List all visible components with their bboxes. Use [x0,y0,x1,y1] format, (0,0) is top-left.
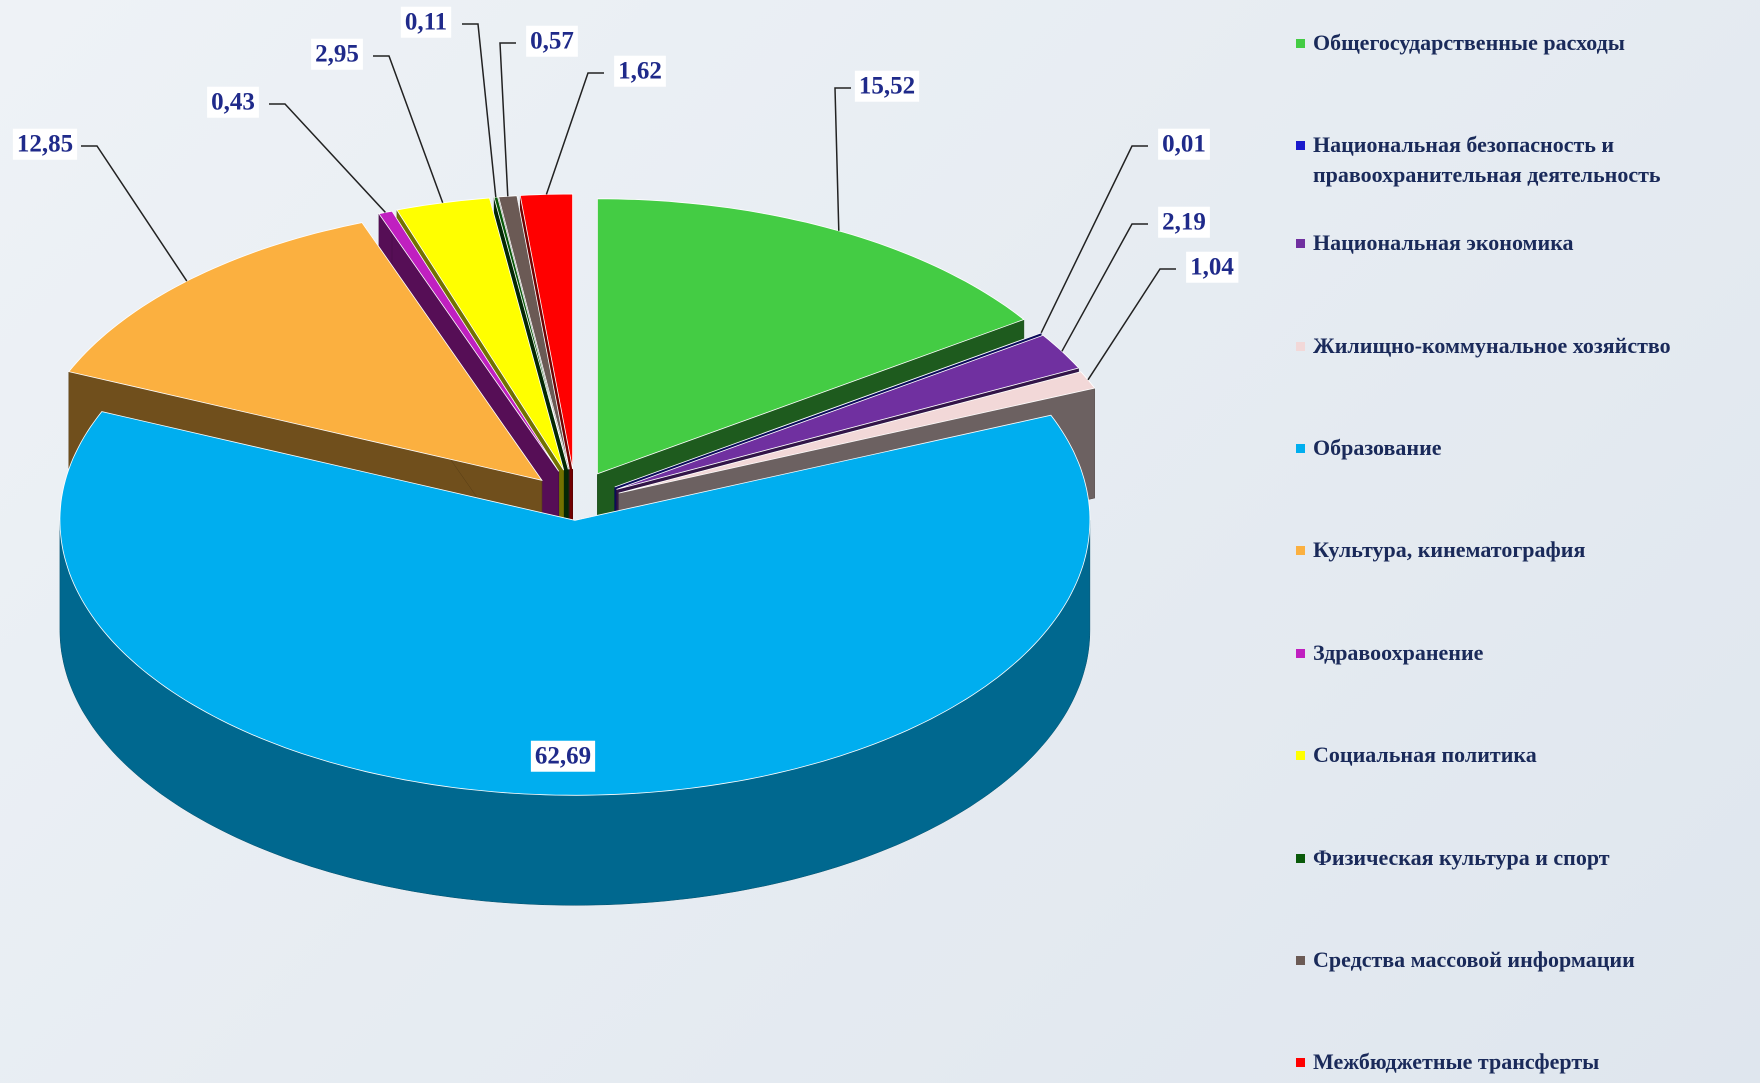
legend-swatch [1296,39,1305,48]
legend-swatch [1296,444,1305,453]
slice [616,334,1080,490]
value-label-bg [400,6,452,38]
legend-label: Социальная политика [1313,742,1537,767]
value-label: 2,95 [315,41,359,68]
slice [59,411,1091,796]
slice [68,222,543,481]
legend-label: Физическая культура и спорт [1313,845,1610,870]
legend-item: Национальная безопасность и правоохранит… [1296,130,1756,190]
legend-item: Образование [1296,433,1756,463]
legend-item: Культура, кинематография [1296,535,1756,565]
legend-swatch [1296,854,1305,863]
value-label: 0,43 [211,89,255,116]
leader-line [269,103,386,213]
value-label-bg [530,740,596,772]
value-label: 1,62 [618,58,662,85]
legend-item: Средства массовой информации [1296,945,1756,975]
leader-line [1040,145,1148,334]
value-label: 1,04 [1190,254,1234,281]
legend-swatch [1296,649,1305,658]
legend-swatch [1296,546,1305,555]
leader-line [1087,268,1176,381]
legend-swatch [1296,1058,1305,1067]
value-label: 2,19 [1162,209,1206,236]
value-label-bg [311,38,363,70]
value-label: 12,85 [17,131,73,158]
legend-label: Национальная безопасность и правоохранит… [1313,132,1661,187]
legend-item: Физическая культура и спорт [1296,843,1756,873]
leader-line [373,55,444,204]
leader-line [81,145,188,282]
legend-label: Здравоохранение [1313,640,1484,665]
legend-label: Культура, кинематография [1313,537,1586,562]
leader-line [545,72,604,195]
legend-item: Социальная политика [1296,740,1756,770]
legend-swatch [1296,141,1305,150]
value-label: 15,52 [859,73,915,100]
legend-label: Образование [1313,435,1442,460]
legend-label: Национальная экономика [1313,230,1574,255]
legend-label: Общегосударственные расходы [1313,30,1625,55]
legend-swatch [1296,956,1305,965]
legend-swatch [1296,239,1305,248]
leader-line [834,87,851,231]
legend-label: Жилищно-коммунальное хозяйство [1313,333,1671,358]
legend-swatch [1296,751,1305,760]
legend-item: Общегосударственные расходы [1296,28,1756,58]
value-label-bg [1186,251,1239,283]
legend-item: Жилищно-коммунальное хозяйство [1296,331,1756,361]
leader-line [499,42,516,197]
value-label-bg [12,128,78,160]
value-label-bg [854,70,920,102]
legend-label: Межбюджетные трансферты [1313,1049,1600,1074]
value-label-bg [1158,206,1210,238]
value-label-bg [207,86,259,118]
value-label: 0,57 [530,28,574,55]
slice [597,198,1025,475]
leader-line [1061,223,1148,352]
value-label-bg [526,25,578,57]
value-label: 0,01 [1162,131,1206,158]
value-label-bg [1158,128,1210,160]
value-label: 0,11 [405,9,447,36]
value-label: 62,69 [535,743,591,770]
legend-item: Межбюджетные трансферты [1296,1047,1756,1077]
leader-line [462,23,497,198]
legend-item: Национальная экономика [1296,228,1756,258]
legend-label: Средства массовой информации [1313,947,1635,972]
value-label-bg [614,55,666,87]
legend-item: Здравоохранение [1296,638,1756,668]
chart: 15,52 0,01 2,19 1,04 62,69 12,85 0,43 2,95 0,11 0… [12,6,1239,906]
legend-swatch [1296,342,1305,351]
